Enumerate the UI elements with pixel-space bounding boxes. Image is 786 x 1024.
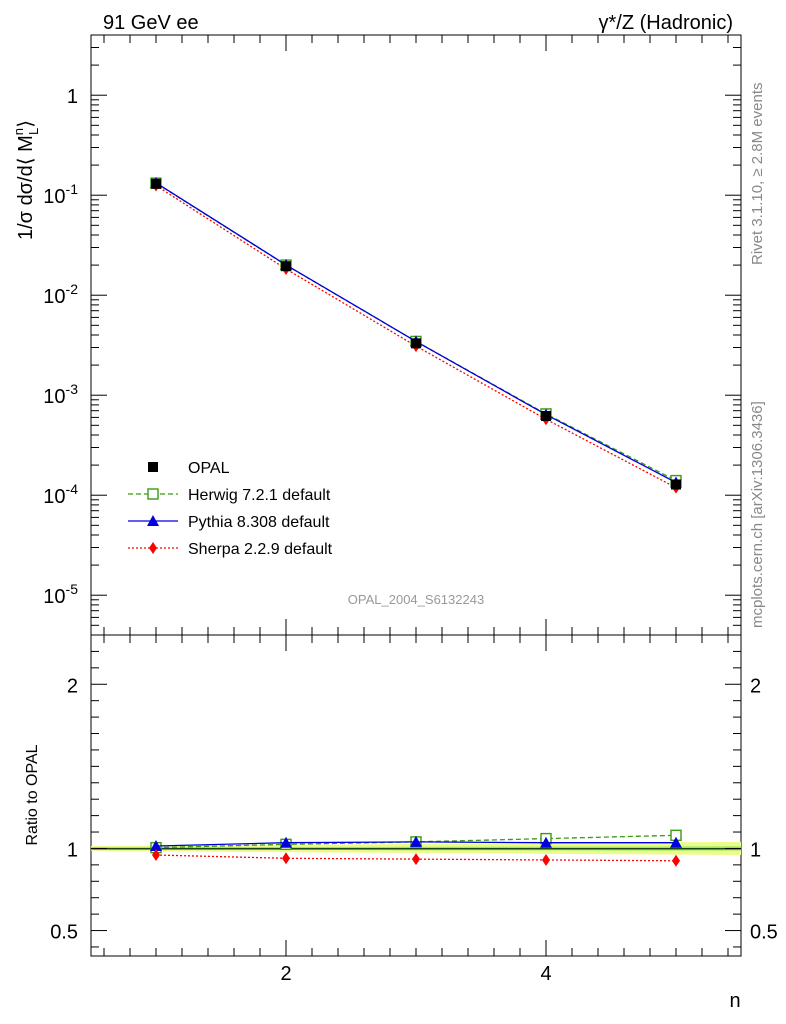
ratio-ytick-label-left: 1 <box>67 839 78 861</box>
ratio-ytick-label-left: 0.5 <box>50 922 78 944</box>
series-data <box>151 178 681 490</box>
main-ytick-label: 10-3 <box>43 381 78 408</box>
legend-marker <box>147 515 159 526</box>
main-ytick-label: 10-4 <box>43 481 78 508</box>
legend-marker <box>147 488 159 500</box>
legend-item-data: OPAL <box>148 460 230 477</box>
ratio-ytick-label-right: 1 <box>750 839 761 861</box>
process-label: 91 GeV ee <box>103 12 199 34</box>
x-tick-label: 2 <box>280 963 291 985</box>
legend-item-pythia: Pythia 8.308 default <box>128 514 330 531</box>
ratio-panel-ticks <box>91 634 741 956</box>
ratio-series-sherpa <box>152 849 680 867</box>
ratio-point-sherpa <box>672 854 680 867</box>
ratio-point-pythia <box>540 836 552 848</box>
legend-marker <box>148 462 158 472</box>
legend-label: Herwig 7.2.1 default <box>188 487 331 504</box>
ratio-point-pythia <box>670 836 682 848</box>
mcplots-label: mcplots.cern.ch [arXiv:1306.3436] <box>749 401 766 628</box>
analysis-label: OPAL_2004_S6132243 <box>348 592 484 607</box>
point-data <box>151 178 161 189</box>
legend: OPAL Herwig 7.2.1 default Pythia 8.308 def… <box>128 460 333 558</box>
main-ytick-label: 10-2 <box>43 281 78 308</box>
ratio-point-sherpa <box>542 853 550 866</box>
ratio-point-sherpa <box>282 852 290 865</box>
ratio-point-pythia <box>150 839 162 851</box>
ratio-ytick-labels: 0.5 0.5 1 1 2 2 <box>50 675 778 943</box>
series-line-pythia <box>155 182 677 484</box>
series-line-herwig <box>155 182 677 482</box>
point-data <box>541 410 551 421</box>
ratio-series-pythia <box>150 835 682 851</box>
main-panel-ticks <box>91 34 741 636</box>
ratio-point-sherpa <box>152 849 160 862</box>
final-state-label: γ*/Z (Hadronic) <box>599 12 733 34</box>
legend-marker <box>149 542 157 554</box>
point-data <box>411 338 421 349</box>
point-data <box>671 479 681 490</box>
legend-label: Sherpa 2.2.9 default <box>188 541 333 558</box>
main-ytick-label: 10-5 <box>43 581 78 608</box>
rivet-version-label: Rivet 3.1.10, ≥ 2.8M events <box>749 83 766 266</box>
main-ytick-label: 1 <box>67 86 78 108</box>
series-herwig <box>150 177 682 487</box>
main-ytick-labels: 1 10-1 10-2 10-3 10-4 10-5 <box>43 86 78 608</box>
ratio-y-axis-label: Ratio to OPAL <box>24 744 41 845</box>
ratio-point-pythia <box>280 836 292 848</box>
ratio-panel-frame <box>90 634 742 957</box>
x-axis-label: n <box>729 990 740 1012</box>
x-tick-label: 4 <box>540 963 551 985</box>
main-y-axis-label: 1/σ dσ/d⟨ MnL⟩ <box>11 120 41 240</box>
point-data <box>281 261 291 272</box>
legend-item-sherpa: Sherpa 2.2.9 default <box>128 541 333 558</box>
ratio-ytick-label-right: 0.5 <box>750 922 778 944</box>
ratio-series-group <box>150 829 682 867</box>
main-series-group <box>150 176 682 494</box>
legend-label: OPAL <box>188 460 230 477</box>
ratio-point-pythia <box>410 835 422 847</box>
ratio-ytick-label-right: 2 <box>750 675 761 697</box>
legend-label: Pythia 8.308 default <box>188 514 330 531</box>
main-ytick-label: 10-1 <box>43 181 78 208</box>
ratio-point-sherpa <box>412 853 420 866</box>
series-pythia <box>150 176 682 488</box>
ratio-ytick-label-left: 2 <box>67 675 78 697</box>
legend-item-herwig: Herwig 7.2.1 default <box>128 487 331 504</box>
